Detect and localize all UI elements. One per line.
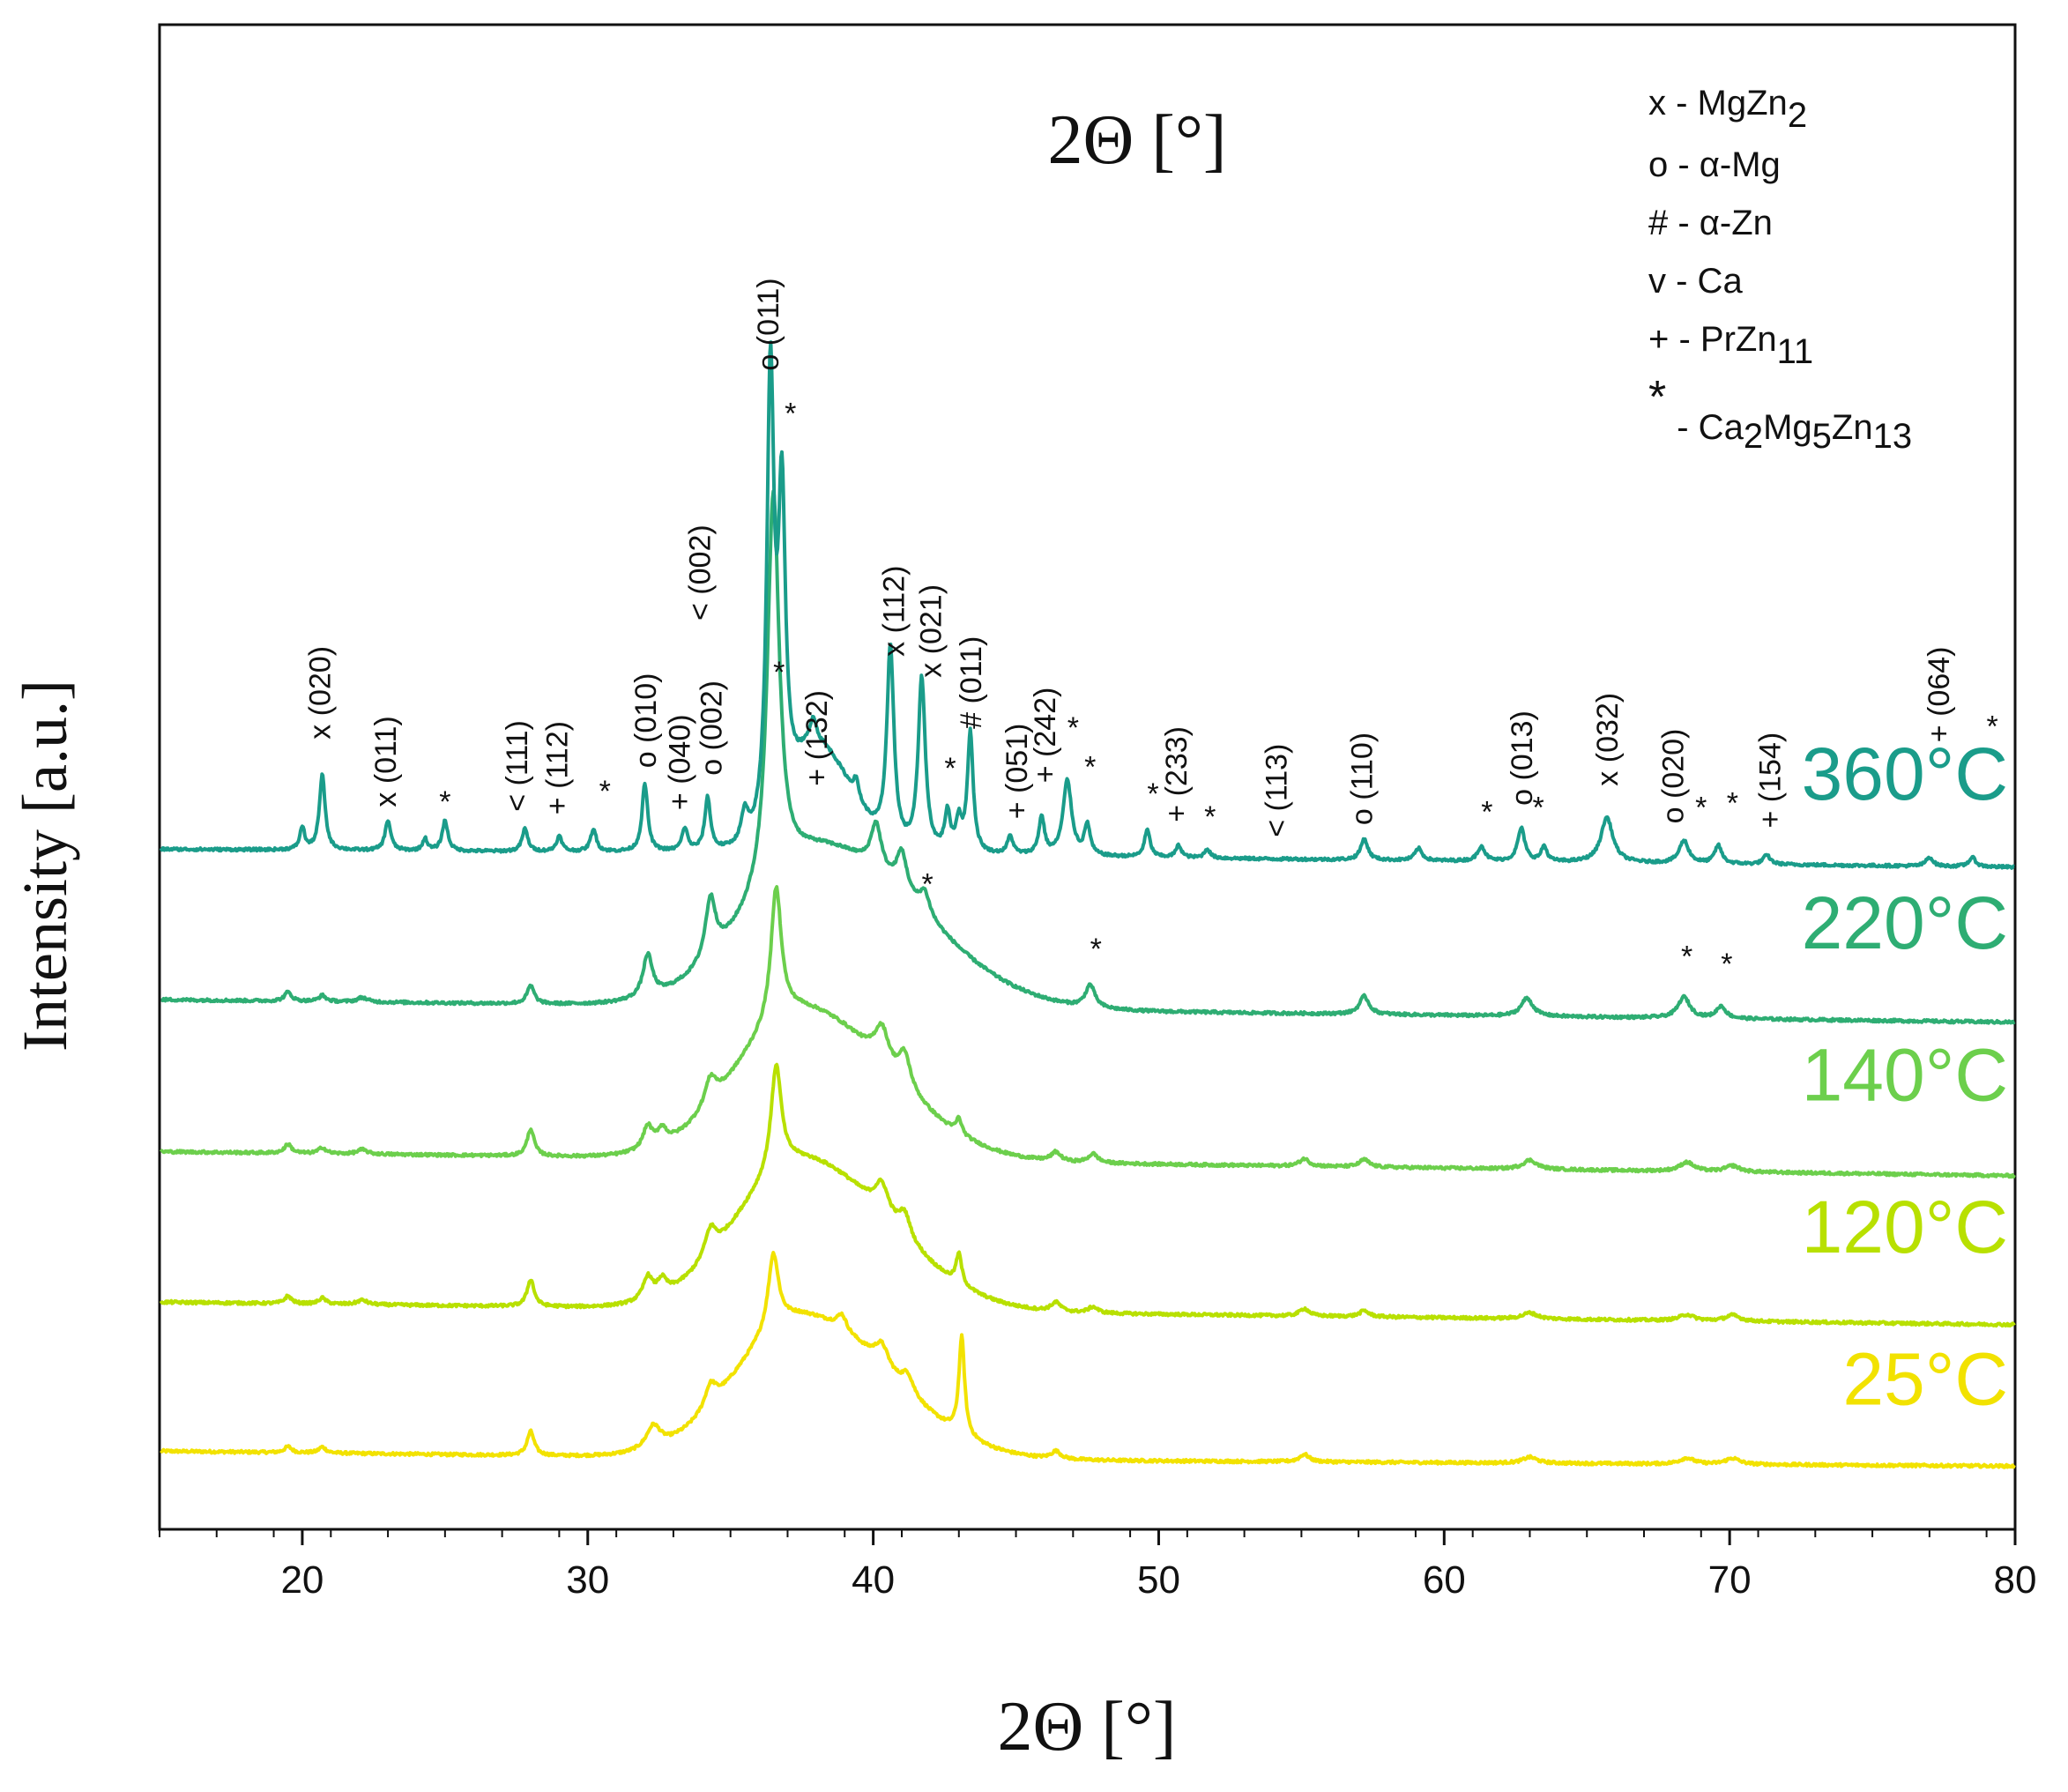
peak-label: + (112) [540,721,574,814]
peak-marker-star: * [1067,711,1079,745]
peak-label: o (020) [1657,729,1691,824]
peak-label: x (112) [877,566,911,657]
x-tick-label-60: 60 [1423,1558,1466,1602]
series-line-140°C [160,885,2016,1179]
series-group [159,340,2016,1469]
peak-label: # (011) [955,636,988,729]
peak-label: + (051) [1001,724,1034,820]
peak-label: x (011) [369,716,403,807]
peak-label: o (013) [1506,710,1539,806]
series-line-120°C [159,1062,2016,1328]
peak-label: o (011) [752,278,785,370]
peak-label: + (233) [1160,726,1194,822]
peak-label: < (002) [683,524,717,621]
legend-entry: x - MgZn2 [1648,84,1807,135]
peak-marker-star: * [785,397,796,430]
series-line-220°C [160,489,2016,1025]
peak-label: + (064) [1923,647,1956,743]
peak-marker-star: * [1695,792,1707,825]
curve-label-25°C: 25°C [1842,1337,2008,1420]
plot-frame [158,23,2017,1531]
curve-label-120°C: 120°C [1802,1186,2008,1268]
peak-label: x (021) [915,584,948,678]
curve-labels: 360°C 220°C 140°C 120°C 25°C [1802,732,2008,1420]
y-axis-label: Intensity [a.u.] [10,680,80,1052]
legend-entry: *- Ca2Mg5Zn13 [1648,372,1912,456]
peak-marker-star: * [1147,777,1158,811]
peak-marker-star: * [439,785,450,819]
peak-label: < (113) [1260,744,1293,837]
curve-label-360°C: 360°C [1802,732,2008,815]
x-axis: 20 30 40 50 60 70 80 [159,1529,2037,1602]
legend-entry: o - α-Mg [1648,145,1781,184]
x-tick-label-50: 50 [1137,1558,1180,1602]
chart-title: 2Θ [°] [1047,101,1226,179]
x-tick-label-30: 30 [566,1558,609,1602]
x-tick-label-20: 20 [280,1558,324,1602]
peak-label: + (132) [800,690,834,786]
peak-label: + (154) [1754,732,1788,829]
peak-marker-star: * [922,868,934,902]
peak-label: o (110) [1346,732,1380,825]
curve-label-140°C: 140°C [1802,1034,2008,1117]
series-line-360°C [159,340,2016,870]
peak-marker-star: * [1986,710,1997,743]
peak-marker-star: * [1084,751,1096,784]
peak-label: + (040) [664,714,697,810]
peak-marker-star: * [1090,933,1102,966]
peak-marker-star: * [599,775,611,808]
legend: x - MgZn2 o - α-Mg # - α-Zn v - Ca + - PrZn1… [1648,84,1912,456]
x-tick-label-40: 40 [852,1558,895,1602]
x-axis-label: 2Θ [°] [997,1688,1176,1766]
peak-label: o (002) [695,680,728,776]
peak-label: x (032) [1591,693,1625,786]
peak-label: < (111) [501,720,534,812]
peak-label: x (020) [304,646,338,740]
peak-marker-star: * [1481,796,1492,829]
peak-marker-star: * [773,656,785,689]
peak-label: o (010) [629,673,663,769]
series-line-25°C [160,1251,2016,1469]
peak-marker-star: * [1721,948,1732,981]
legend-entry: # - α-Zn [1648,204,1773,242]
peak-annotations: x (020)x (011) * < (111) + (112) *o (010) + (… [304,278,1998,981]
peak-marker-star: * [1727,786,1738,820]
peak-marker-star: * [944,752,956,785]
legend-entry: v - Ca [1648,262,1743,301]
x-tick-label-70: 70 [1708,1558,1752,1602]
legend-entry: + - PrZn11 [1648,320,1813,371]
peak-label: + (242) [1029,688,1062,784]
x-tick-label-80: 80 [1994,1558,2037,1602]
peak-marker-star: * [1204,800,1216,834]
curve-label-220°C: 220°C [1802,881,2008,964]
peak-marker-star: * [1681,941,1692,974]
peak-marker-star: * [1533,792,1544,825]
